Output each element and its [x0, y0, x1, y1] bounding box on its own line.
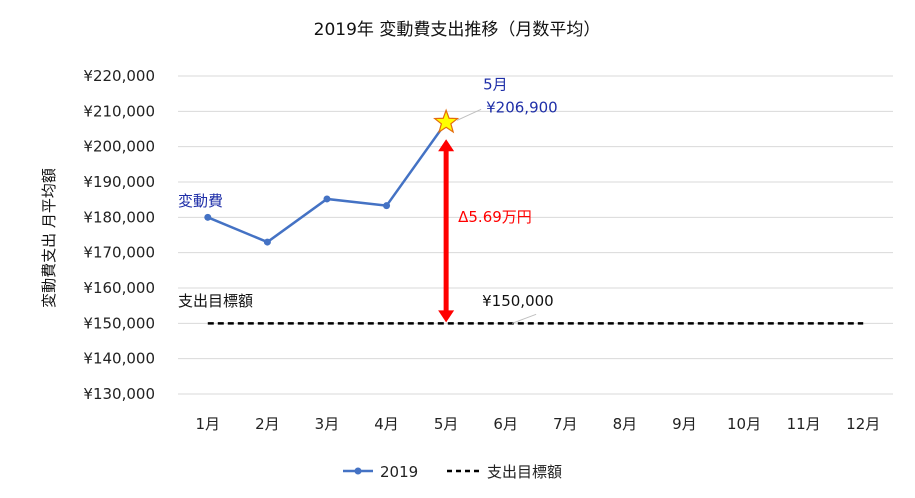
legend-marker-2019	[354, 467, 362, 475]
x-tick-label: 10月	[727, 415, 761, 433]
y-tick-label: ¥210,000	[83, 102, 155, 120]
chart-title: 2019年 変動費支出推移（月数平均）	[314, 20, 601, 40]
star-icon	[433, 108, 460, 134]
y-tick-label: ¥180,000	[83, 208, 155, 226]
gridlines	[178, 75, 893, 395]
peak-value-label: ¥206,900	[486, 98, 558, 116]
legend: 2019 支出目標額	[343, 463, 562, 481]
x-tick-label: 9月	[672, 415, 697, 433]
y-tick-label: ¥130,000	[83, 385, 155, 403]
difference-arrow-head-top	[438, 139, 455, 152]
y-tick-label: ¥150,000	[83, 314, 155, 332]
data-point	[263, 238, 271, 246]
x-tick-label: 11月	[787, 415, 821, 433]
legend-label-2019: 2019	[380, 463, 418, 481]
x-tick-label: 7月	[553, 415, 578, 433]
y-tick-label: ¥190,000	[83, 173, 155, 191]
x-tick-label: 2月	[255, 415, 280, 433]
y-axis-label: 変動費支出 月平均額	[40, 168, 58, 308]
x-tick-label: 6月	[493, 415, 518, 433]
y-tick-label: ¥200,000	[83, 138, 155, 156]
data-point	[204, 213, 212, 221]
target-name-label: 支出目標額	[178, 292, 253, 310]
x-tick-label: 3月	[315, 415, 340, 433]
y-tick-label: ¥220,000	[83, 67, 155, 85]
peak-leader-line	[456, 108, 482, 121]
difference-arrow-head-bottom	[438, 310, 455, 323]
x-tick-labels: 1月 2月 3月 4月 5月 6月 7月 8月 9月 10月 11月 12月	[196, 415, 881, 433]
y-tick-labels: ¥130,000 ¥140,000 ¥150,000 ¥160,000 ¥170,000…	[83, 67, 155, 403]
difference-label: Δ5.69万円	[458, 208, 532, 226]
data-point	[323, 195, 331, 203]
series-name-label: 変動費	[178, 192, 223, 210]
y-tick-label: ¥140,000	[83, 350, 155, 368]
y-tick-label: ¥160,000	[83, 279, 155, 297]
series-layer	[204, 121, 864, 325]
target-leader-line	[511, 313, 537, 324]
legend-label-target: 支出目標額	[487, 463, 562, 481]
target-value-label: ¥150,000	[482, 292, 554, 310]
peak-month-label: 5月	[483, 75, 508, 93]
x-tick-label: 5月	[434, 415, 459, 433]
data-point	[383, 202, 391, 210]
x-tick-label: 8月	[613, 415, 638, 433]
y-tick-label: ¥170,000	[83, 244, 155, 262]
x-tick-label: 4月	[374, 415, 399, 433]
x-tick-label: 1月	[196, 415, 221, 433]
x-tick-label: 12月	[846, 415, 880, 433]
